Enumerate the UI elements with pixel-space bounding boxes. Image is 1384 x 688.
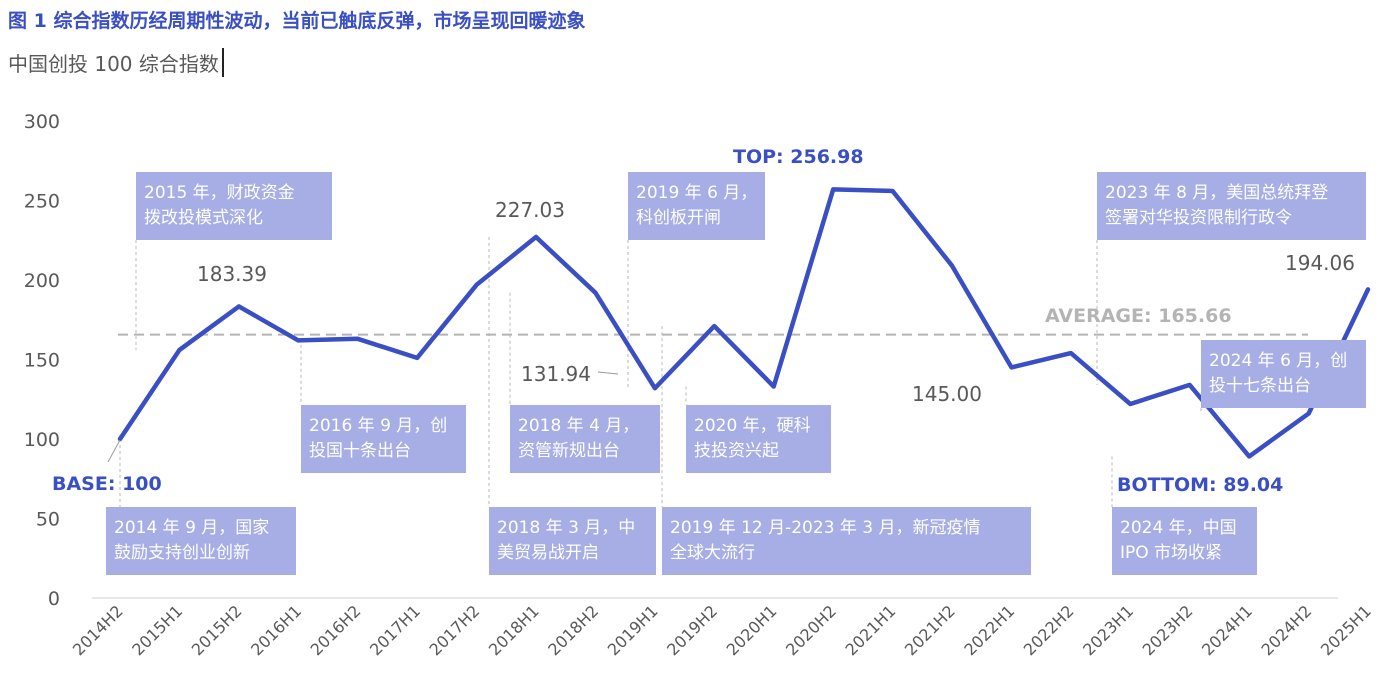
annotation-text: 2019 年 6 月， [636, 183, 757, 203]
x-tick-label: 2023H1 [1079, 601, 1137, 659]
data-label: 183.39 [197, 262, 267, 286]
data-label: 194.06 [1285, 251, 1355, 275]
y-tick-label: 100 [24, 429, 60, 451]
annotation-text: 全球大流行 [670, 543, 755, 563]
x-tick-label: 2018H2 [544, 601, 602, 659]
annotation-box-bg [106, 507, 296, 575]
annotation-text: IPO 市场收紧 [1120, 543, 1222, 563]
annotation-text: 2018 年 3 月，中 [497, 518, 635, 538]
annotation-box-bg [662, 507, 1031, 575]
annotation-text: 鼓励支持创业创新 [114, 543, 250, 563]
x-tick-label: 2022H2 [1020, 601, 1078, 659]
x-tick-label: 2015H1 [128, 601, 186, 659]
y-tick-label: 150 [24, 350, 60, 372]
x-tick-label: 2016H1 [247, 601, 305, 659]
y-tick-label: 300 [24, 111, 60, 133]
base-label-leader [107, 439, 121, 463]
annotation-text: 2018 年 4 月， [518, 416, 639, 436]
annotation-box-bg [136, 172, 332, 240]
chart-subtitle: 中国创投 100 综合指数 [8, 48, 224, 77]
data-labels: 183.39 227.03 131.94 145.00 194.06 BASE: 100 T… [52, 146, 1355, 496]
annotation-box-bg [301, 405, 466, 473]
annotation-text: 签署对华投资限制行政令 [1105, 208, 1292, 228]
x-tick-label: 2020H2 [782, 601, 840, 659]
annotation-box-bg [686, 405, 831, 473]
x-tick-label: 2018H1 [485, 601, 543, 659]
x-tick-label: 2017H1 [366, 601, 424, 659]
annotation-box-bg [1112, 507, 1257, 575]
annotation-text: 投十七条出台 [1209, 376, 1311, 396]
data-label: 145.00 [912, 382, 982, 406]
annotation-text: 2016 年 9 月，创 [309, 416, 447, 436]
x-tick-label: 2022H1 [960, 601, 1018, 659]
x-tick-label: 2016H2 [307, 601, 365, 659]
x-axis-ticks: 2014H2 2015H1 2015H2 2016H1 2016H2 2017H1 2017… [69, 601, 1375, 659]
annotation-text: 2014 年 9 月，国家 [114, 518, 269, 538]
annotation-text: 技投资兴起 [694, 441, 779, 461]
annotation-text: 2024 年 6 月，创 [1209, 351, 1347, 371]
annotation-box-bg [1201, 340, 1366, 408]
annotation-box-bg [489, 507, 656, 575]
y-tick-label: 0 [48, 588, 60, 610]
annotation-box-bg [1097, 172, 1366, 240]
annotation-text: 拨改投模式深化 [144, 208, 263, 228]
x-tick-label: 2017H2 [425, 601, 483, 659]
annotation-text: 美贸易战开启 [497, 543, 599, 563]
chart-title: 图 1 综合指数历经周期性波动，当前已触底反弹，市场呈现回暖迹象 [8, 10, 586, 32]
y-axis-ticks: 0 50 100 150 200 250 300 [24, 111, 60, 610]
x-tick-label: 2021H1 [841, 601, 899, 659]
annotation-text: 2023 年 8 月，美国总统拜登 [1105, 183, 1328, 203]
annotation-box: 2018 年 4 月， 资管新规出台 [510, 405, 660, 473]
annotation-text: 2020 年，硬科 [694, 416, 811, 436]
data-label: 227.03 [495, 198, 565, 222]
x-tick-label: 2021H2 [901, 601, 959, 659]
average-label: AVERAGE: 165.66 [1045, 305, 1232, 327]
x-tick-label: 2014H2 [69, 601, 127, 659]
annotation-box: 2019 年 6 月， 科创板开闸 [628, 172, 765, 240]
highlight-label: TOP: 256.98 [733, 146, 864, 168]
annotation-text: 科创板开闸 [636, 208, 721, 228]
highlight-label: BASE: 100 [52, 473, 162, 495]
annotation-box-bg [628, 172, 765, 240]
data-label-leader [597, 371, 619, 375]
y-tick-label: 200 [24, 270, 60, 292]
annotation-text: 2015 年，财政资金 [144, 183, 295, 203]
highlight-label: BOTTOM: 89.04 [1117, 474, 1283, 496]
series-line [117, 187, 1371, 459]
annotation-text: 2019 年 12 月-2023 年 3 月，新冠疫情 [670, 518, 981, 538]
x-tick-label: 2025H1 [1317, 601, 1375, 659]
x-tick-label: 2019H1 [604, 601, 662, 659]
annotation-text: 投国十条出台 [309, 441, 411, 461]
annotation-text: 2024 年，中国 [1120, 518, 1237, 538]
x-tick-label: 2015H2 [188, 601, 246, 659]
y-tick-label: 250 [24, 191, 60, 213]
x-tick-label: 2024H1 [1198, 601, 1256, 659]
x-tick-label: 2020H1 [723, 601, 781, 659]
data-label: 131.94 [521, 362, 591, 386]
x-tick-label: 2024H2 [1257, 601, 1315, 659]
x-tick-label: 2023H2 [1139, 601, 1197, 659]
annotation-guides [119, 237, 1202, 507]
annotation-box: 2024 年，中国 IPO 市场收紧 [1112, 507, 1257, 575]
annotation-text: 资管新规出台 [518, 441, 620, 461]
annotation-box-bg [510, 405, 660, 473]
x-tick-label: 2019H2 [663, 601, 721, 659]
y-tick-label: 50 [36, 509, 60, 531]
